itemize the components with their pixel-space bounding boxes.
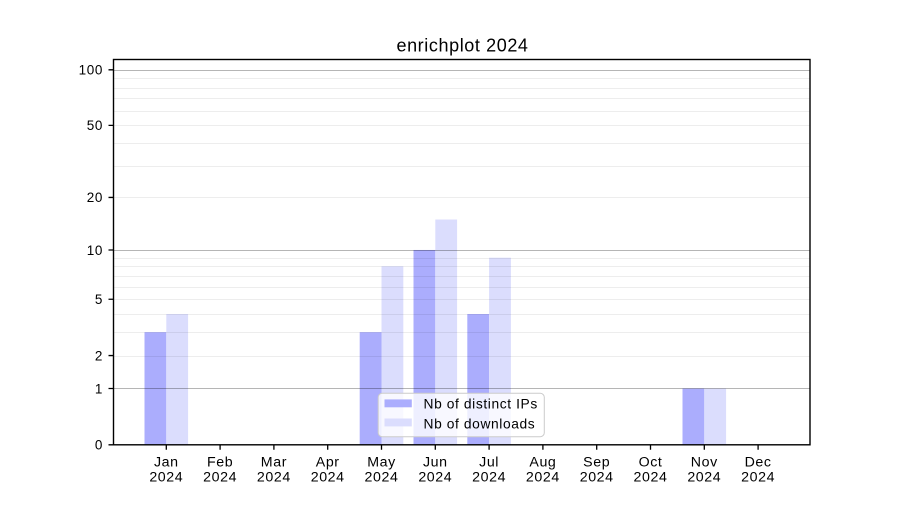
svg-text:2024: 2024 (257, 470, 291, 486)
svg-text:2024: 2024 (472, 470, 506, 486)
svg-text:2024: 2024 (580, 470, 614, 486)
svg-text:May: May (367, 454, 396, 470)
svg-text:Jun: Jun (423, 454, 448, 470)
svg-text:Apr: Apr (316, 454, 340, 470)
svg-text:2024: 2024 (634, 470, 668, 486)
svg-text:Mar: Mar (261, 454, 287, 470)
svg-text:2024: 2024 (203, 470, 237, 486)
svg-text:2024: 2024 (418, 470, 452, 486)
svg-text:Nb of downloads: Nb of downloads (424, 416, 536, 431)
svg-text:2024: 2024 (311, 470, 345, 486)
svg-text:Feb: Feb (207, 454, 233, 470)
svg-text:Jul: Jul (479, 454, 499, 470)
svg-text:Nb of distinct IPs: Nb of distinct IPs (424, 397, 538, 412)
svg-text:100: 100 (79, 63, 103, 78)
svg-text:Dec: Dec (745, 454, 772, 470)
svg-text:Nov: Nov (691, 454, 718, 470)
svg-text:1: 1 (95, 381, 103, 396)
svg-text:Aug: Aug (529, 454, 556, 470)
svg-text:2024: 2024 (687, 470, 721, 486)
svg-text:enrichplot 2024: enrichplot 2024 (396, 36, 528, 56)
svg-text:Sep: Sep (583, 454, 610, 470)
svg-text:2: 2 (95, 348, 103, 363)
svg-text:2024: 2024 (741, 470, 775, 486)
svg-text:Jan: Jan (154, 454, 179, 470)
svg-text:Oct: Oct (639, 454, 663, 470)
svg-text:10: 10 (87, 243, 103, 258)
svg-text:2024: 2024 (526, 470, 560, 486)
svg-text:2024: 2024 (149, 470, 183, 486)
svg-text:50: 50 (87, 118, 103, 133)
svg-text:20: 20 (87, 190, 103, 205)
svg-text:0: 0 (95, 438, 103, 453)
svg-text:2024: 2024 (365, 470, 399, 486)
svg-text:5: 5 (95, 292, 103, 307)
